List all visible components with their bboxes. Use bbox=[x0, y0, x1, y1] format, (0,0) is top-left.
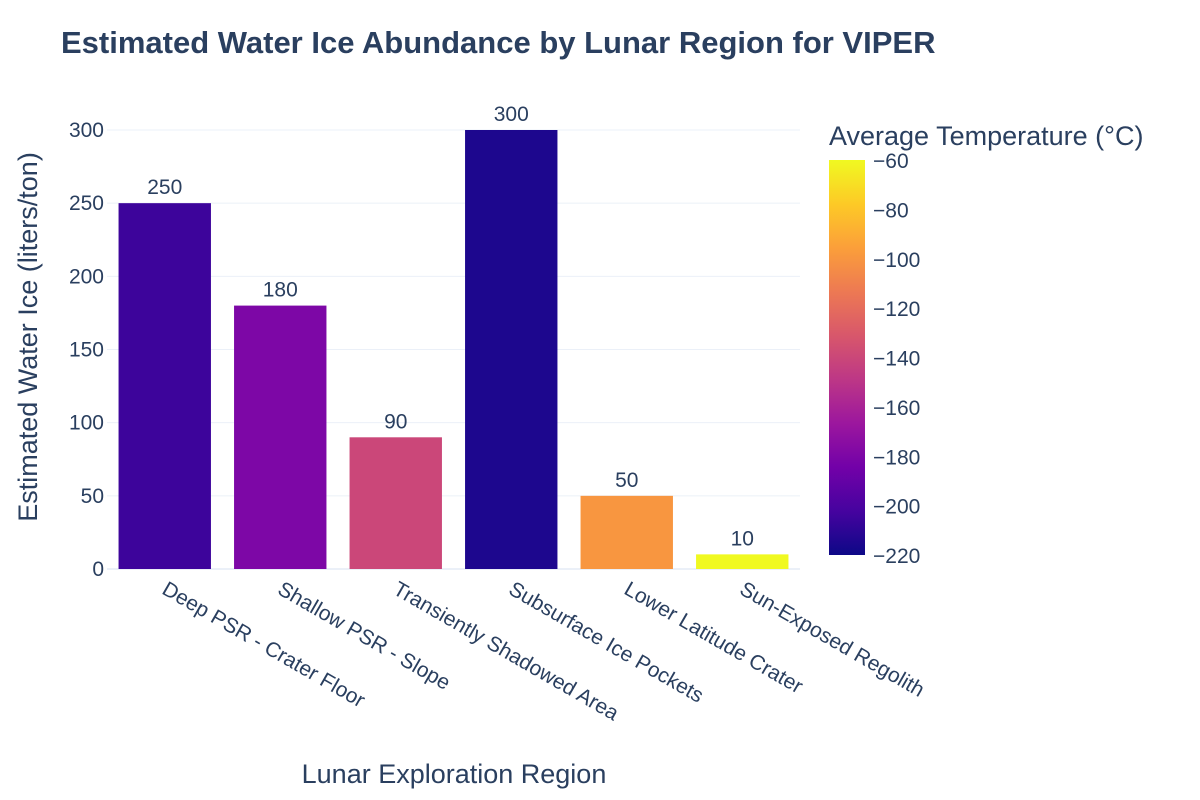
bar bbox=[580, 495, 673, 569]
y-tick-label: 250 bbox=[69, 192, 104, 215]
bar-value-label: 90 bbox=[384, 410, 407, 433]
x-tick-label: Sun-Exposed Regolith bbox=[736, 577, 928, 701]
colorbar-tick-label: −60 bbox=[873, 150, 909, 173]
colorbar-tick-label: −80 bbox=[873, 199, 909, 222]
bar bbox=[234, 305, 327, 569]
colorbar-tick-label: −180 bbox=[873, 446, 920, 469]
chart-title: Estimated Water Ice Abundance by Lunar R… bbox=[61, 25, 935, 60]
x-tick-label: Transiently Shadowed Area bbox=[389, 577, 623, 725]
colorbar-tick-label: −220 bbox=[873, 545, 920, 568]
bar-value-label: 10 bbox=[731, 527, 754, 550]
bar bbox=[349, 437, 442, 569]
y-axis-title: Estimated Water Ice (liters/ton) bbox=[13, 152, 43, 522]
x-tick-label: Subsurface Ice Pockets bbox=[505, 577, 708, 707]
colorbar-gradient bbox=[829, 160, 865, 555]
colorbar-tick-label: −160 bbox=[873, 397, 920, 420]
y-tick-label: 300 bbox=[69, 119, 104, 142]
colorbar: Average Temperature (°C) −60 −80 −100 −120 −… bbox=[829, 121, 1143, 568]
colorbar-tick-label: −200 bbox=[873, 496, 920, 519]
bars bbox=[118, 130, 789, 569]
colorbar-tick-label: −140 bbox=[873, 348, 920, 371]
colorbar-title: Average Temperature (°C) bbox=[829, 121, 1143, 151]
bar-value-label: 300 bbox=[494, 103, 529, 126]
colorbar-tick-label: −120 bbox=[873, 298, 920, 321]
bar-value-label: 250 bbox=[147, 176, 182, 199]
data-labels: 250 180 90 300 50 10 bbox=[147, 103, 754, 550]
bar bbox=[118, 203, 211, 569]
bar bbox=[465, 130, 558, 569]
y-tick-label: 0 bbox=[92, 558, 104, 581]
gridlines bbox=[107, 129, 800, 570]
y-tick-label: 150 bbox=[69, 339, 104, 362]
bar-value-label: 180 bbox=[263, 279, 298, 302]
y-tick-label: 50 bbox=[81, 485, 104, 508]
bar bbox=[696, 554, 789, 569]
y-axis: 0 50 100 150 200 250 300 bbox=[69, 119, 104, 581]
bar-value-label: 50 bbox=[615, 469, 638, 492]
y-tick-label: 200 bbox=[69, 265, 104, 288]
x-axis-title: Lunar Exploration Region bbox=[302, 759, 607, 789]
y-tick-label: 100 bbox=[69, 412, 104, 435]
colorbar-tick-label: −100 bbox=[873, 249, 920, 272]
x-tick-label: Deep PSR - Crater Floor bbox=[158, 577, 369, 712]
